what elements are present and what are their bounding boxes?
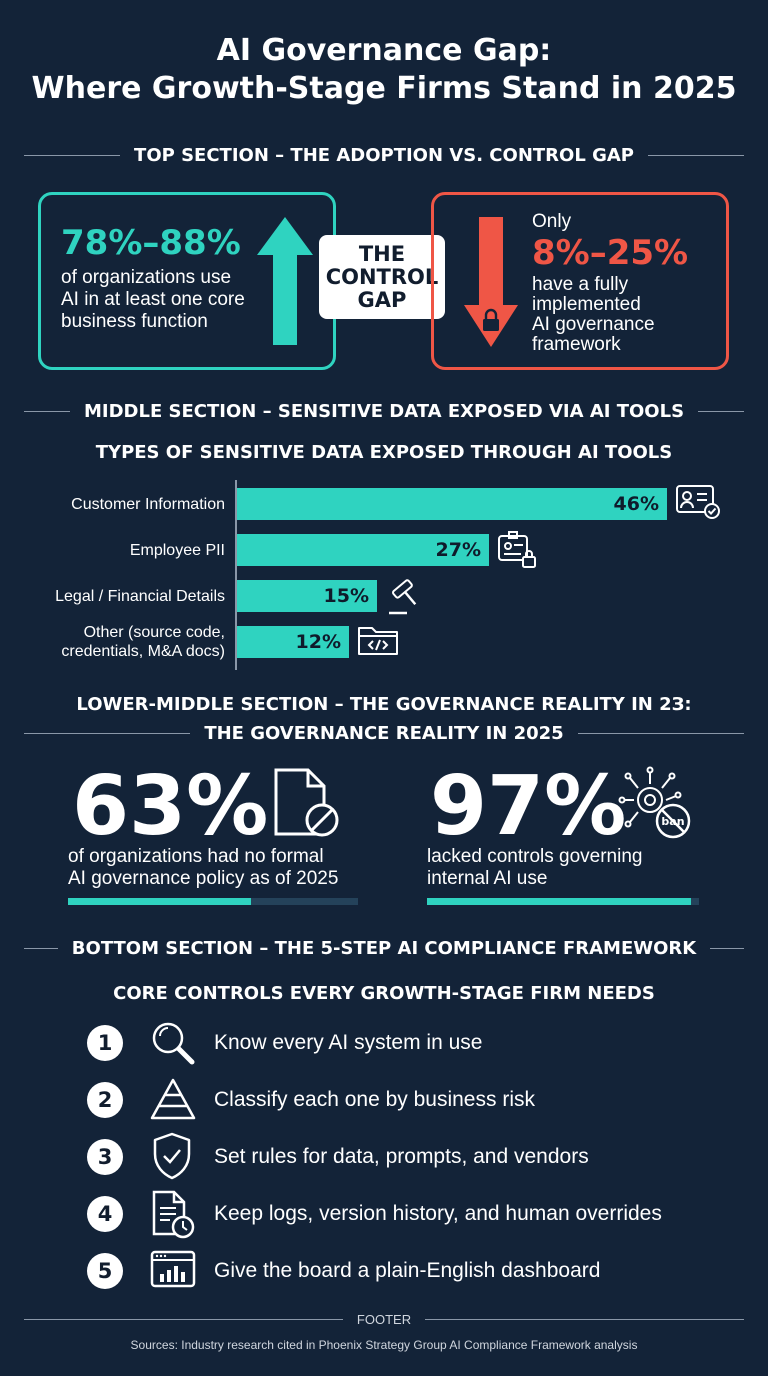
gear-network-ban-icon: ban [618,766,691,839]
divider [577,733,745,734]
bar-category-label: Employee PII [129,541,225,559]
magnifier-icon [152,1022,195,1065]
stat-63-value: 63% [72,759,269,854]
page-title-line-2: Where Growth-Stage Firms Stand in 2025 [31,71,737,106]
bar-value-label: 12% [295,631,341,653]
adoption-text-1: of organizations use [61,267,232,288]
divider [24,733,191,734]
stat-97-text-2: internal AI use [427,868,548,889]
id-card-check-icon [675,484,721,520]
step-5-text: Give the board a plain-English dashboard [214,1259,601,1282]
middle-section-heading: MIDDLE SECTION – SENSITIVE DATA EXPOSED … [24,401,745,422]
stat-97-progress-fill [427,898,691,905]
divider [710,948,745,949]
governance-text-3: AI governance [532,314,655,335]
step-4-number: 4 [87,1196,123,1232]
footer-label: FOOTER [356,1312,412,1327]
lower-middle-heading-line-2: THE GOVERNANCE REALITY IN 2025 [204,723,564,744]
governance-value: 8%–25% [532,233,689,273]
control-gap-badge: THE CONTROL GAP [319,235,445,319]
code-folder-icon [357,622,399,656]
divider [24,411,70,412]
bar-0: 46% [237,488,667,520]
divider [24,948,58,949]
stat-97-text-1: lacked controls governing [427,846,643,867]
step-1-number: 1 [87,1025,123,1061]
gavel-icon [385,576,425,616]
governance-text-2: implemented [532,294,641,315]
footer-heading: FOOTER [24,1312,745,1327]
middle-section-heading-text: MIDDLE SECTION – SENSITIVE DATA EXPOSED … [83,401,685,422]
stat-97-value: 97% [430,759,627,854]
dashboard-icon [150,1250,196,1288]
pyramid-icon [150,1078,196,1120]
bottom-section-heading-text: BOTTOM SECTION – THE 5-STEP AI COMPLIANC… [71,938,697,959]
lower-middle-heading-line-1: LOWER-MIDDLE SECTION – THE GOVERNANCE RE… [76,694,692,715]
bar-2: 15% [237,580,377,612]
bar-category-label: Other (source code, credentials, M&A docs… [61,624,225,660]
id-badge-lock-icon [497,530,539,570]
stat-97-progress-track [427,898,699,905]
framework-subtitle: CORE CONTROLS EVERY GROWTH-STAGE FIRM NE… [113,983,655,1004]
top-section-heading: TOP SECTION – THE ADOPTION VS. CONTROL G… [24,145,745,166]
bar-value-label: 46% [613,493,659,515]
document-prohibited-icon [274,768,339,837]
bottom-section-heading: BOTTOM SECTION – THE 5-STEP AI COMPLIANC… [24,938,745,959]
governance-card: Only 8%–25% have a fully implemented AI … [431,192,729,370]
arrow-up-icon [257,217,313,345]
governance-text-4: framework [532,334,621,355]
adoption-card: 78%–88% of organizations use AI in at le… [38,192,336,370]
divider [425,1319,745,1320]
divider [647,155,745,156]
chart-title: TYPES OF SENSITIVE DATA EXPOSED THROUGH … [95,442,673,463]
stat-63-progress-fill [68,898,251,905]
top-section-heading-text: TOP SECTION – THE ADOPTION VS. CONTROL G… [134,145,634,166]
step-1-text: Know every AI system in use [214,1031,483,1054]
arrow-down-lock-icon [464,217,518,347]
step-2-text: Classify each one by business risk [214,1088,535,1111]
step-4-text: Keep logs, version history, and human ov… [214,1202,662,1225]
sources-text: Sources: Industry research cited in Phoe… [130,1338,638,1352]
control-gap-line-1: THE [358,241,406,266]
adoption-text-2: AI in at least one core [61,289,245,310]
step-5-number: 5 [87,1253,123,1289]
adoption-value: 78%–88% [61,223,241,263]
divider [698,411,745,412]
chart-axis-line [235,480,237,670]
control-gap-line-2: CONTROL [325,264,439,289]
adoption-text-3: business function [61,311,208,332]
governance-prefix: Only [532,211,572,232]
sensitive-data-bar-chart: 46% Customer Information 27% Employee PII 15… [0,480,768,670]
bar-value-label: 15% [323,585,369,607]
lower-middle-heading: THE GOVERNANCE REALITY IN 2025 [24,723,745,744]
stat-63-progress-track [68,898,358,905]
stat-63-text-2: AI governance policy as of 2025 [68,868,339,889]
divider [24,155,121,156]
page-title-line-1: AI Governance Gap: [216,33,552,68]
bar-category-label: Legal / Financial Details [55,587,225,605]
bar-value-label: 27% [435,539,481,561]
bar-category-label: Customer Information [71,495,225,513]
step-3-number: 3 [87,1139,123,1175]
control-gap-line-3: GAP [357,287,407,312]
stat-63-text-1: of organizations had no formal [68,846,324,867]
ban-icon-text: ban [661,815,684,828]
divider [24,1319,343,1320]
document-clock-icon [152,1190,195,1239]
bar-1: 27% [237,534,489,566]
step-2-number: 2 [87,1082,123,1118]
governance-text-1: have a fully [532,274,629,295]
bar-3: 12% [237,626,349,658]
shield-check-icon [153,1132,191,1180]
step-3-text: Set rules for data, prompts, and vendors [214,1145,589,1168]
